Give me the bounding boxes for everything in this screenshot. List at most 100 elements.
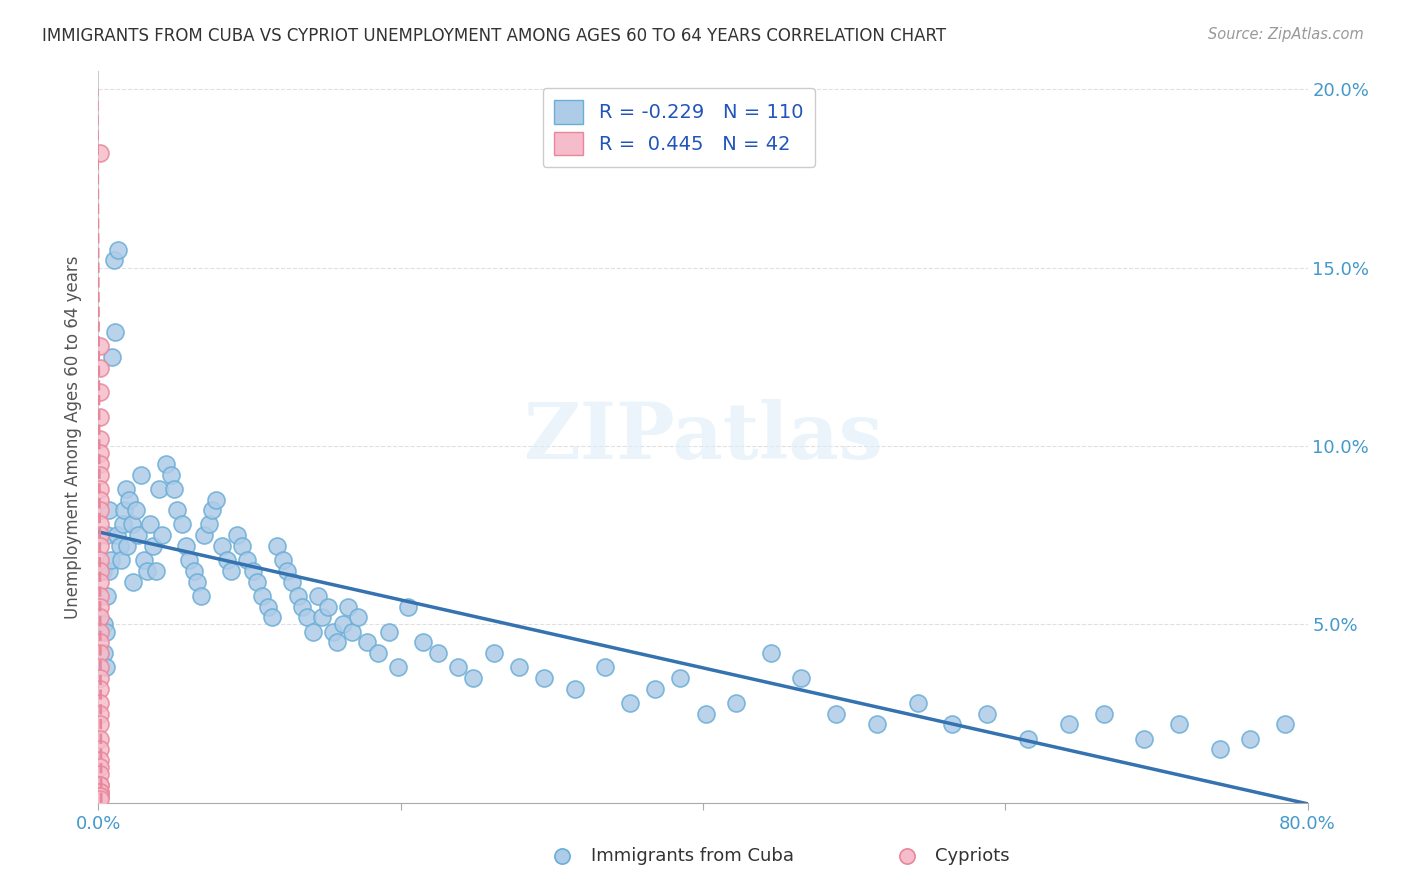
Point [1057, 717, 1080, 731]
Point [311, 610, 333, 624]
Point [89, 457, 111, 471]
Point [89, 564, 111, 578]
Point [316, 599, 339, 614]
Point [110, 553, 132, 567]
Point [94, 624, 117, 639]
Point [89, 681, 111, 696]
Point [215, 553, 238, 567]
Point [89, 767, 111, 781]
Point [89, 624, 111, 639]
Point [115, 539, 138, 553]
Point [205, 492, 228, 507]
Point [896, 849, 918, 863]
Point [1092, 706, 1115, 721]
Point [1168, 717, 1191, 731]
Point [108, 539, 131, 553]
Point [96, 528, 118, 542]
Point [155, 457, 177, 471]
Point [132, 553, 155, 567]
Point [221, 564, 243, 578]
Point [695, 706, 717, 721]
Point [976, 706, 998, 721]
Text: ZIPatlas: ZIPatlas [523, 399, 883, 475]
Point [387, 660, 409, 674]
Point [89, 360, 111, 375]
Point [231, 539, 253, 553]
Text: IMMIGRANTS FROM CUBA VS CYPRIOT UNEMPLOYMENT AMONG AGES 60 TO 64 YEARS CORRELATI: IMMIGRANTS FROM CUBA VS CYPRIOT UNEMPLOY… [42, 27, 946, 45]
Point [89, 432, 111, 446]
Text: Cypriots: Cypriots [935, 847, 1010, 865]
Point [89, 706, 111, 721]
Point [271, 553, 294, 567]
Point [347, 610, 370, 624]
Point [145, 564, 167, 578]
Point [336, 599, 359, 614]
Point [866, 717, 889, 731]
Point [1017, 731, 1039, 746]
Point [89, 792, 111, 806]
Point [125, 503, 148, 517]
Point [551, 849, 574, 863]
Point [150, 528, 173, 542]
Point [644, 681, 666, 696]
Y-axis label: Unemployment Among Ages 60 to 64 years: Unemployment Among Ages 60 to 64 years [65, 255, 83, 619]
Point [89, 696, 111, 710]
Point [302, 624, 325, 639]
Text: Source: ZipAtlas.com: Source: ZipAtlas.com [1208, 27, 1364, 42]
Point [276, 564, 298, 578]
Point [94, 660, 117, 674]
Point [135, 564, 157, 578]
Point [89, 731, 111, 746]
Point [139, 517, 162, 532]
Point [89, 589, 111, 603]
Point [412, 635, 434, 649]
Point [101, 350, 124, 364]
Point [89, 528, 111, 542]
Point [211, 539, 233, 553]
Point [226, 528, 249, 542]
Point [262, 610, 284, 624]
Point [281, 574, 304, 589]
Point [89, 385, 111, 400]
Point [174, 539, 197, 553]
Point [100, 553, 122, 567]
Point [326, 635, 349, 649]
Point [89, 785, 111, 799]
Point [89, 599, 111, 614]
Point [118, 492, 141, 507]
Point [484, 646, 506, 660]
Point [186, 574, 208, 589]
Point [89, 410, 111, 425]
Point [89, 717, 111, 731]
Point [725, 696, 748, 710]
Point [122, 574, 145, 589]
Point [89, 503, 111, 517]
Point [148, 482, 170, 496]
Point [89, 789, 111, 803]
Point [89, 517, 111, 532]
Point [593, 660, 616, 674]
Point [89, 742, 111, 756]
Point [89, 635, 111, 649]
Point [114, 482, 136, 496]
Point [669, 671, 692, 685]
Point [89, 539, 111, 553]
Point [103, 253, 125, 268]
Point [1274, 717, 1296, 731]
Point [89, 778, 111, 792]
Point [907, 696, 929, 710]
Point [235, 553, 257, 567]
Point [183, 564, 205, 578]
Point [356, 635, 378, 649]
Point [307, 589, 329, 603]
Point [89, 753, 111, 767]
Point [322, 624, 344, 639]
Legend: R = -0.229   N = 110, R =  0.445   N = 42: R = -0.229 N = 110, R = 0.445 N = 42 [543, 88, 815, 167]
Point [89, 760, 111, 774]
Point [107, 243, 129, 257]
Point [111, 517, 134, 532]
Point [105, 528, 128, 542]
Point [91, 564, 114, 578]
Point [825, 706, 848, 721]
Point [89, 574, 111, 589]
